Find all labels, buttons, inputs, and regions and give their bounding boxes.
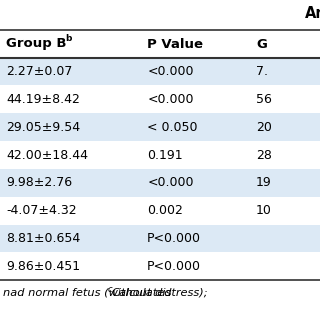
Text: Calculated: Calculated <box>111 288 172 298</box>
Text: 10: 10 <box>256 204 272 217</box>
Text: P<0.000: P<0.000 <box>147 232 201 245</box>
Bar <box>0 252 320 280</box>
Text: b: b <box>66 34 72 43</box>
Bar <box>0 30 320 58</box>
Text: <0.000: <0.000 <box>147 176 194 189</box>
Text: 42.00±18.44: 42.00±18.44 <box>6 148 88 162</box>
Text: 56: 56 <box>256 93 272 106</box>
Text: 9.98±2.76: 9.98±2.76 <box>6 176 73 189</box>
Text: c: c <box>108 284 112 293</box>
Text: 8.81±0.654: 8.81±0.654 <box>6 232 81 245</box>
Text: 20: 20 <box>256 121 272 134</box>
Text: 19: 19 <box>256 176 272 189</box>
Text: G: G <box>256 37 267 51</box>
Bar <box>0 113 320 141</box>
Bar <box>0 85 320 113</box>
Text: 7.: 7. <box>256 65 268 78</box>
Text: An: An <box>305 6 320 21</box>
Text: nad normal fetus (without distress);: nad normal fetus (without distress); <box>3 288 212 298</box>
Bar <box>0 141 320 169</box>
Bar <box>0 197 320 225</box>
Text: 29.05±9.54: 29.05±9.54 <box>6 121 81 134</box>
Text: 0.002: 0.002 <box>147 204 183 217</box>
Text: P<0.000: P<0.000 <box>147 260 201 273</box>
Text: 0.191: 0.191 <box>147 148 183 162</box>
Text: 44.19±8.42: 44.19±8.42 <box>6 93 80 106</box>
Text: < 0.050: < 0.050 <box>147 121 198 134</box>
Text: <0.000: <0.000 <box>147 93 194 106</box>
Bar <box>0 58 320 85</box>
Text: Group B: Group B <box>6 37 72 51</box>
Bar <box>0 225 320 252</box>
Text: P Value: P Value <box>147 37 203 51</box>
Bar <box>0 169 320 197</box>
Text: 28: 28 <box>256 148 272 162</box>
Bar <box>0 0 320 30</box>
Text: <0.000: <0.000 <box>147 65 194 78</box>
Text: 9.86±0.451: 9.86±0.451 <box>6 260 81 273</box>
Text: -4.07±4.32: -4.07±4.32 <box>6 204 77 217</box>
Text: 2.27±0.07: 2.27±0.07 <box>6 65 73 78</box>
